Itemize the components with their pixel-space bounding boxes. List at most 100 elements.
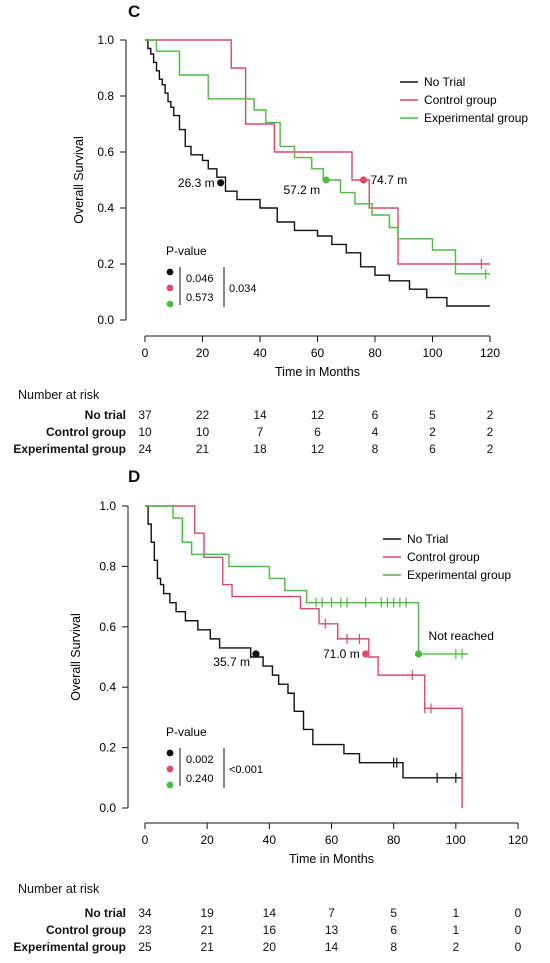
median-marker <box>322 176 330 184</box>
pvalue-dot <box>166 765 174 773</box>
median-label: 35.7 m <box>213 655 250 669</box>
survival-curve-experimental-group <box>145 39 490 275</box>
risk-value: 6 <box>429 442 436 456</box>
median-label: Not reached <box>429 629 494 643</box>
median-label: 57.2 m <box>283 183 320 197</box>
risk-value: 2 <box>486 408 494 422</box>
risk-row-label: Experimental group <box>13 442 126 456</box>
risk-value: 12 <box>310 442 325 456</box>
y-tick-label: 1.0 <box>99 499 116 513</box>
risk-value: 16 <box>262 923 276 937</box>
pvalue-value: 0.573 <box>186 292 214 304</box>
x-tick-label: 0 <box>142 833 149 847</box>
risk-value: 14 <box>324 940 339 954</box>
legend-label: Experimental group <box>424 111 528 125</box>
risk-row-label: No trial <box>84 408 126 422</box>
y-tick-label: 0.0 <box>97 313 114 327</box>
risk-value: 2 <box>452 940 460 954</box>
pvalue-dot <box>166 749 174 757</box>
risk-value: 1 <box>452 906 460 920</box>
risk-value: 6 <box>314 425 321 439</box>
risk-value: 19 <box>200 906 214 920</box>
risk-row: Control group 10 10 7 6 4 2 2 <box>0 425 550 441</box>
pvalue-dot <box>166 284 174 292</box>
survival-curve-no-trial <box>145 39 490 307</box>
risk-value: 2 <box>429 425 436 439</box>
x-tick-label: 20 <box>200 833 214 847</box>
risk-row: No trial 34 19 14 7 5 1 0 <box>0 906 550 922</box>
x-tick-label: 100 <box>422 346 442 360</box>
risk-value: 21 <box>200 940 214 954</box>
risk-value: 21 <box>200 923 214 937</box>
km-plot-d: 0.0 0.2 0.4 0.6 0.8 1.0 0 20 40 60 80 100 120 Time in… <box>69 499 528 866</box>
x-tick-label: 60 <box>325 833 339 847</box>
risk-table-title: Number at risk <box>18 388 100 402</box>
risk-value: 14 <box>262 906 276 920</box>
x-tick-label: 80 <box>368 346 382 360</box>
legend-label: Control group <box>424 93 497 107</box>
risk-table-d: Number at risk No trial 34 19 14 7 5 1 0 Control… <box>0 878 550 963</box>
median-label: 26.3 m <box>178 176 215 190</box>
risk-value: 24 <box>138 442 152 456</box>
risk-row-label: No trial <box>84 906 126 920</box>
survival-curve-experimental-group <box>145 505 469 655</box>
risk-value: 25 <box>138 940 152 954</box>
y-tick-label: 0.8 <box>99 559 116 573</box>
pvalue-dot <box>166 300 174 308</box>
risk-value: 22 <box>195 408 210 422</box>
pvalue-value: 0.034 <box>229 283 257 295</box>
risk-row: Control group 23 21 16 13 6 1 0 <box>0 923 550 939</box>
x-axis-label: Time in Months <box>275 365 360 379</box>
risk-value: 2 <box>486 425 494 439</box>
risk-row-label: Experimental group <box>13 940 126 954</box>
legend-label: Control group <box>407 550 480 564</box>
pvalue-value: <0.001 <box>229 764 263 776</box>
risk-value: 12 <box>310 408 325 422</box>
risk-value: 4 <box>371 425 379 439</box>
risk-value: 5 <box>390 906 397 920</box>
panel-letter-d: D <box>128 467 141 486</box>
y-tick-label: 0.2 <box>99 741 116 755</box>
pvalue-dot <box>166 268 174 276</box>
risk-value: 13 <box>324 923 339 937</box>
y-tick-label: 0.6 <box>97 145 114 159</box>
risk-row: Experimental group 24 21 18 12 8 6 2 <box>0 442 550 458</box>
risk-value: 10 <box>195 425 210 439</box>
risk-value: 37 <box>138 408 152 422</box>
km-plot-c: 0.0 0.2 0.4 0.6 0.8 1.0 0 20 40 60 80 100 120 Time in… <box>72 33 528 379</box>
median-marker <box>217 179 225 187</box>
panel-letter-c: C <box>128 2 141 21</box>
x-tick-label: 40 <box>253 346 267 360</box>
legend-label: Experimental group <box>407 568 511 582</box>
risk-value: 21 <box>195 442 210 456</box>
x-tick-label: 80 <box>387 833 401 847</box>
x-tick-label: 120 <box>508 833 528 847</box>
risk-value: 23 <box>138 923 152 937</box>
risk-table-c: Number at risk No trial 37 2 2 1 4 12 6 5 2 Contro… <box>0 380 550 460</box>
risk-row: No trial 37 22 14 12 6 5 2 <box>0 408 550 424</box>
y-tick-label: 0.8 <box>97 89 114 103</box>
x-axis-label: Time in Months <box>289 852 374 866</box>
y-tick-label: 0.4 <box>97 201 114 215</box>
risk-value: 0 <box>514 906 522 920</box>
risk-value: 5 <box>429 408 436 422</box>
pvalue-value: 0.002 <box>186 754 214 766</box>
risk-value: 20 <box>262 940 276 954</box>
legend-label: No Trial <box>407 532 448 546</box>
y-tick-label: 1.0 <box>97 33 114 47</box>
x-tick-label: 0 <box>142 346 149 360</box>
risk-value: 0 <box>514 940 522 954</box>
pvalue-value: 0.046 <box>186 273 214 285</box>
risk-value: 8 <box>371 442 379 456</box>
risk-value: 18 <box>253 442 267 456</box>
risk-row-label: Control group <box>46 425 126 439</box>
median-marker <box>252 650 260 658</box>
risk-table-title: Number at risk <box>18 882 100 896</box>
risk-value: 10 <box>138 425 152 439</box>
median-marker <box>414 650 423 658</box>
pvalue-title: P-value <box>166 725 207 739</box>
y-tick-label: 0.4 <box>99 680 116 694</box>
y-axis-label: Overall Survival <box>72 136 86 224</box>
risk-row: Experimental group 25 21 20 14 8 2 0 <box>0 940 550 956</box>
y-tick-label: 0.0 <box>99 801 116 815</box>
